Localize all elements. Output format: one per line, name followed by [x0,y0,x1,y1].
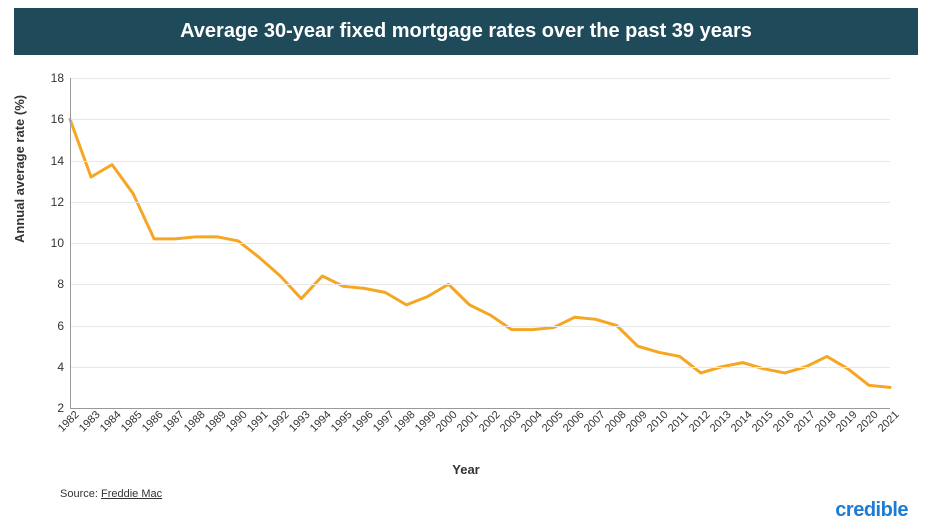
grid-line [70,367,890,368]
x-tick-label: 2011 [666,409,691,434]
x-tick-label: 1989 [203,409,229,435]
x-tick-label: 2007 [581,409,607,435]
y-tick-label: 10 [51,236,64,250]
x-tick-label: 2018 [813,409,839,435]
x-tick-label: 1995 [329,409,355,435]
source-link[interactable]: Freddie Mac [101,488,162,500]
x-tick-label: 2014 [729,409,755,435]
x-tick-label: 2017 [792,409,818,435]
x-tick-label: 1992 [266,409,292,435]
x-axis-line [70,408,890,409]
x-tick-label: 2021 [876,409,902,435]
grid-line [70,326,890,327]
x-tick-label: 1991 [245,409,271,435]
chart-title: Average 30-year fixed mortgage rates ove… [14,8,918,55]
chart-plot-area: 2468101214161819821983198419851986198719… [70,78,890,408]
y-tick-label: 8 [57,277,64,291]
grid-line [70,284,890,285]
grid-line [70,119,890,120]
x-tick-label: 1984 [98,409,124,435]
x-tick-label: 2000 [434,409,460,435]
x-tick-label: 2004 [518,409,544,435]
x-tick-label: 2008 [603,409,629,435]
x-tick-label: 2020 [855,409,881,435]
x-tick-label: 1985 [119,409,145,435]
x-tick-label: 2009 [624,409,650,435]
x-tick-label: 1986 [140,409,166,435]
x-axis-label: Year [452,462,479,477]
grid-line [70,243,890,244]
y-axis-line [70,78,71,408]
y-tick-label: 4 [57,360,64,374]
y-tick-label: 18 [51,71,64,85]
x-tick-label: 2012 [687,409,713,435]
brand-logo: credible [835,499,908,522]
y-tick-label: 16 [51,112,64,126]
x-tick-label: 1993 [287,409,313,435]
y-axis-label: Annual average rate (%) [12,95,27,243]
x-tick-label: 1987 [161,409,187,435]
x-tick-label: 1994 [308,409,334,435]
x-tick-label: 2013 [708,409,734,435]
x-tick-label: 2003 [497,409,523,435]
y-tick-label: 12 [51,195,64,209]
y-tick-label: 6 [57,319,64,333]
x-tick-label: 2015 [750,409,776,435]
y-tick-label: 2 [57,401,64,415]
x-tick-label: 2019 [834,409,860,435]
x-tick-label: 2001 [455,409,481,435]
grid-line [70,161,890,162]
x-tick-label: 2005 [539,409,565,435]
x-tick-label: 1996 [350,409,376,435]
x-tick-label: 1990 [224,409,250,435]
x-tick-label: 2010 [645,409,671,435]
x-tick-label: 1983 [77,409,103,435]
x-tick-label: 1997 [371,409,397,435]
x-tick-label: 2006 [560,409,586,435]
y-tick-label: 14 [51,154,64,168]
x-tick-label: 1988 [182,409,208,435]
source-prefix: Source: [60,488,101,500]
x-tick-label: 2016 [771,409,797,435]
x-tick-label: 1999 [413,409,439,435]
source-attribution: Source: Freddie Mac [60,488,162,500]
x-tick-label: 1998 [392,409,418,435]
grid-line [70,202,890,203]
x-tick-label: 2002 [476,409,502,435]
grid-line [70,78,890,79]
